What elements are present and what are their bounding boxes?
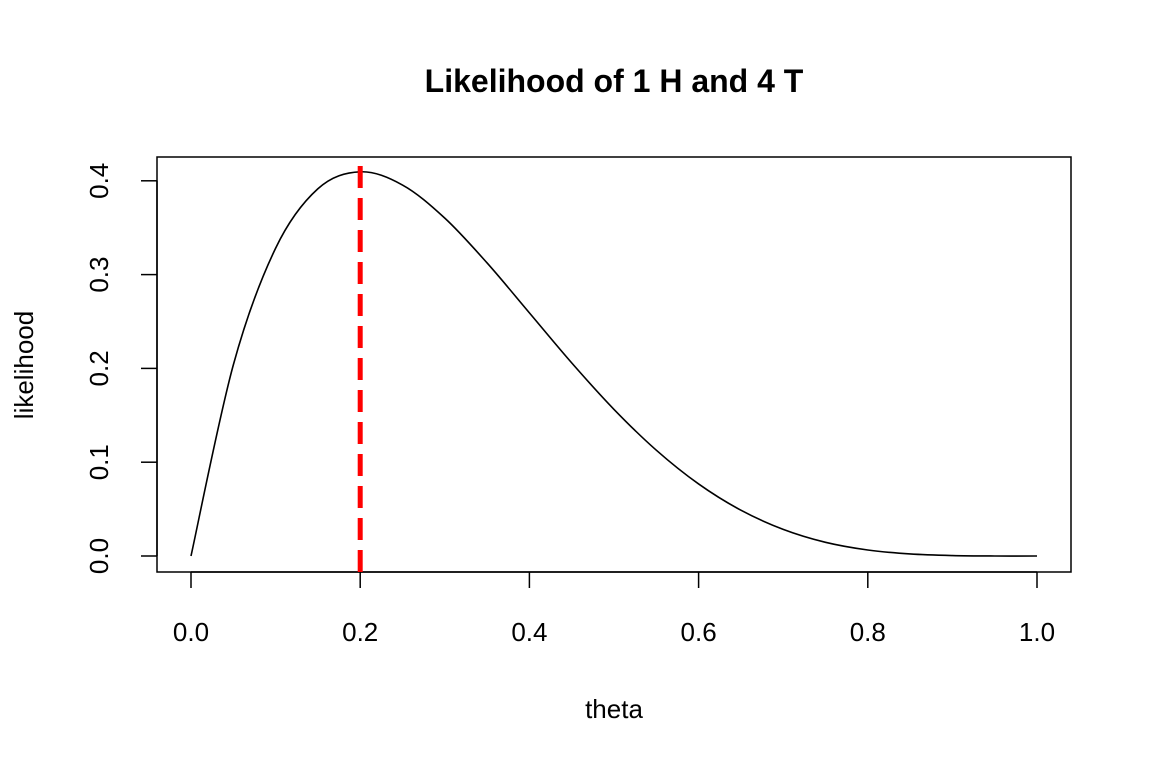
y-tick-label: 0.0 <box>84 538 114 574</box>
x-axis: 0.0 0.2 0.4 0.6 0.8 1.0 <box>173 571 1055 647</box>
chart-title: Likelihood of 1 H and 4 T <box>425 63 804 99</box>
plot-frame <box>156 156 1072 573</box>
x-tick-label: 0.4 <box>511 617 547 647</box>
y-tick-label: 0.1 <box>84 444 114 480</box>
x-axis-label: theta <box>585 694 643 724</box>
y-tick-label: 0.3 <box>84 257 114 293</box>
x-tick-label: 0.6 <box>681 617 717 647</box>
y-axis: 0.0 0.1 0.2 0.3 0.4 <box>84 163 158 574</box>
x-tick-label: 1.0 <box>1019 617 1055 647</box>
x-tick-label: 0.8 <box>850 617 886 647</box>
y-axis-label: likelihood <box>9 311 39 419</box>
x-tick-label: 0.2 <box>342 617 378 647</box>
y-tick-label: 0.4 <box>84 163 114 199</box>
y-tick-label: 0.2 <box>84 350 114 386</box>
x-tick-label: 0.0 <box>173 617 209 647</box>
likelihood-curve <box>190 170 1038 557</box>
